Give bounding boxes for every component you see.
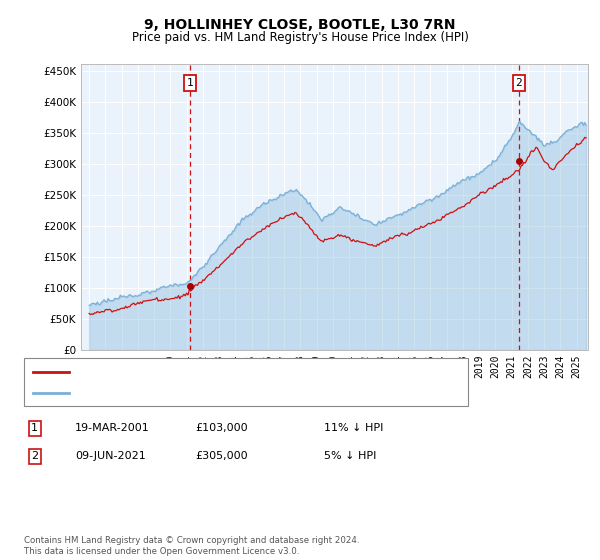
Text: 5% ↓ HPI: 5% ↓ HPI bbox=[324, 451, 376, 461]
Text: 2: 2 bbox=[515, 78, 522, 88]
Text: 9, HOLLINHEY CLOSE, BOOTLE, L30 7RN: 9, HOLLINHEY CLOSE, BOOTLE, L30 7RN bbox=[144, 18, 456, 32]
Text: Contains HM Land Registry data © Crown copyright and database right 2024.
This d: Contains HM Land Registry data © Crown c… bbox=[24, 536, 359, 556]
Text: 1: 1 bbox=[31, 423, 38, 433]
Text: 9, HOLLINHEY CLOSE, BOOTLE, L30 7RN (detached house): 9, HOLLINHEY CLOSE, BOOTLE, L30 7RN (det… bbox=[75, 367, 378, 377]
Text: 09-JUN-2021: 09-JUN-2021 bbox=[75, 451, 146, 461]
Text: 1: 1 bbox=[187, 78, 194, 88]
Text: £103,000: £103,000 bbox=[195, 423, 248, 433]
Text: 2: 2 bbox=[31, 451, 38, 461]
Text: 19-MAR-2001: 19-MAR-2001 bbox=[75, 423, 150, 433]
Text: 11% ↓ HPI: 11% ↓ HPI bbox=[324, 423, 383, 433]
Text: Price paid vs. HM Land Registry's House Price Index (HPI): Price paid vs. HM Land Registry's House … bbox=[131, 31, 469, 44]
Text: HPI: Average price, detached house, Sefton: HPI: Average price, detached house, Seft… bbox=[75, 388, 302, 398]
Text: £305,000: £305,000 bbox=[195, 451, 248, 461]
